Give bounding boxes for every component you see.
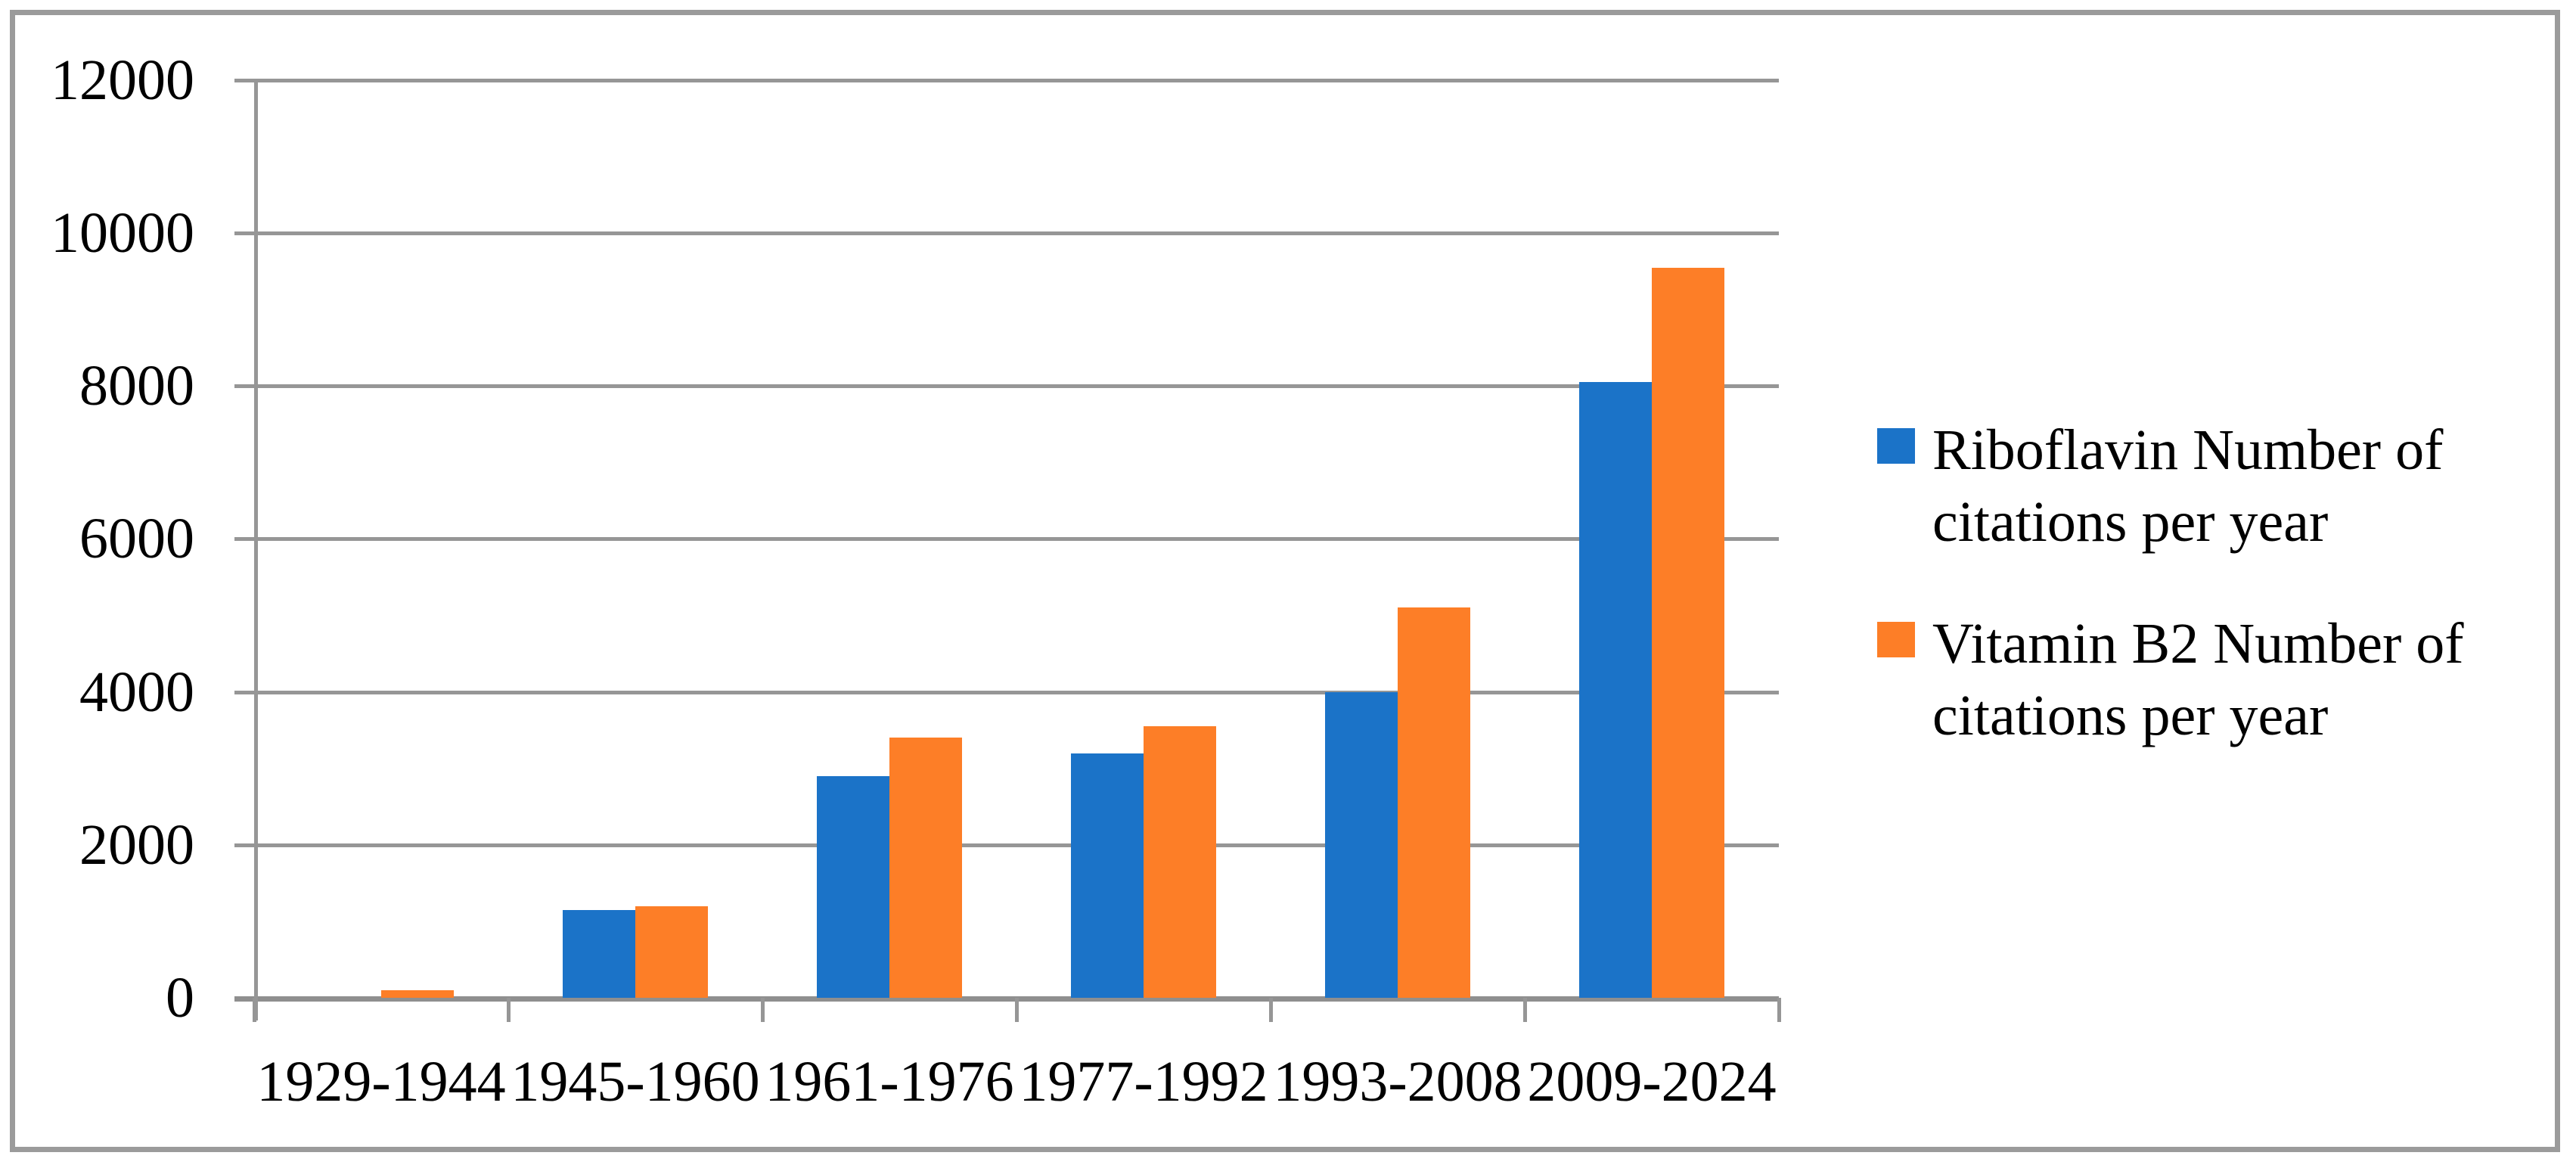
y-tick-label-10000: 10000 [51,201,194,265]
x-tick-label-1961-1976: 1961-1976 [765,1050,1014,1114]
y-tick-label-0: 0 [166,966,194,1030]
bar-riboflavin-1993-2008 [1325,692,1398,998]
bar-vitamin-b2-1929-1944 [381,990,454,998]
x-tick-label-1945-1960: 1945-1960 [511,1050,760,1114]
gridline-6000 [234,537,1779,541]
x-axis-tick [1269,998,1273,1022]
bar-vitamin-b2-1961-1976 [889,738,962,998]
y-axis-tick-labels: 0 2000 4000 6000 8000 10000 12000 [0,51,194,1027]
y-tick-label-6000: 6000 [79,507,194,570]
gridline-4000 [234,691,1779,694]
plot-area [234,79,1781,1022]
bar-vitamin-b2-1977-1992 [1144,726,1216,998]
legend-label-riboflavin: Riboflavin Number of citations per year [1932,418,2444,554]
bar-riboflavin-1945-1960 [563,910,635,998]
gridline-10000 [234,231,1779,235]
gridline-8000 [234,384,1779,388]
bar-vitamin-b2-1945-1960 [635,906,708,998]
x-tick-label-2009-2024: 2009-2024 [1527,1050,1777,1114]
x-axis-tick [253,998,256,1022]
bar-riboflavin-1961-1976 [817,776,889,998]
bar-riboflavin-1977-1992 [1071,753,1144,998]
x-axis-tick [1523,998,1527,1022]
x-axis-tick [1777,998,1781,1022]
x-tick-label-1993-2008: 1993-2008 [1273,1050,1522,1114]
gridline-2000 [234,843,1779,847]
vitamin-b2-color-swatch [1877,622,1915,657]
gridline-0 [234,996,1779,1002]
legend: Riboflavin Number of citations per year … [1877,415,2496,752]
legend-item-vitamin-b2: Vitamin B2 Number of citations per year [1877,608,2496,752]
bar-vitamin-b2-2009-2024 [1652,268,1724,998]
legend-item-riboflavin: Riboflavin Number of citations per year [1877,415,2496,558]
chart-border [10,10,2560,1152]
y-tick-label-8000: 8000 [79,354,194,418]
y-tick-label-12000: 12000 [51,48,194,112]
riboflavin-color-swatch [1877,428,1915,464]
bar-riboflavin-2009-2024 [1579,382,1652,998]
y-tick-label-4000: 4000 [79,660,194,724]
x-tick-label-1929-1944: 1929-1944 [256,1050,506,1114]
x-axis-tick [761,998,765,1022]
x-axis-tick [1015,998,1019,1022]
y-tick-label-2000: 2000 [79,813,194,877]
x-tick-label-1977-1992: 1977-1992 [1019,1050,1268,1114]
x-axis-tick [507,998,511,1022]
gridline-12000 [234,79,1779,82]
x-axis-tick-labels: 1929-1944 1945-1960 1961-1976 1977-1992 1993… [254,1052,1779,1120]
legend-label-vitamin-b2: Vitamin B2 Number of citations per year [1932,612,2464,747]
y-axis-line [254,80,258,1020]
bar-vitamin-b2-1993-2008 [1398,607,1470,998]
